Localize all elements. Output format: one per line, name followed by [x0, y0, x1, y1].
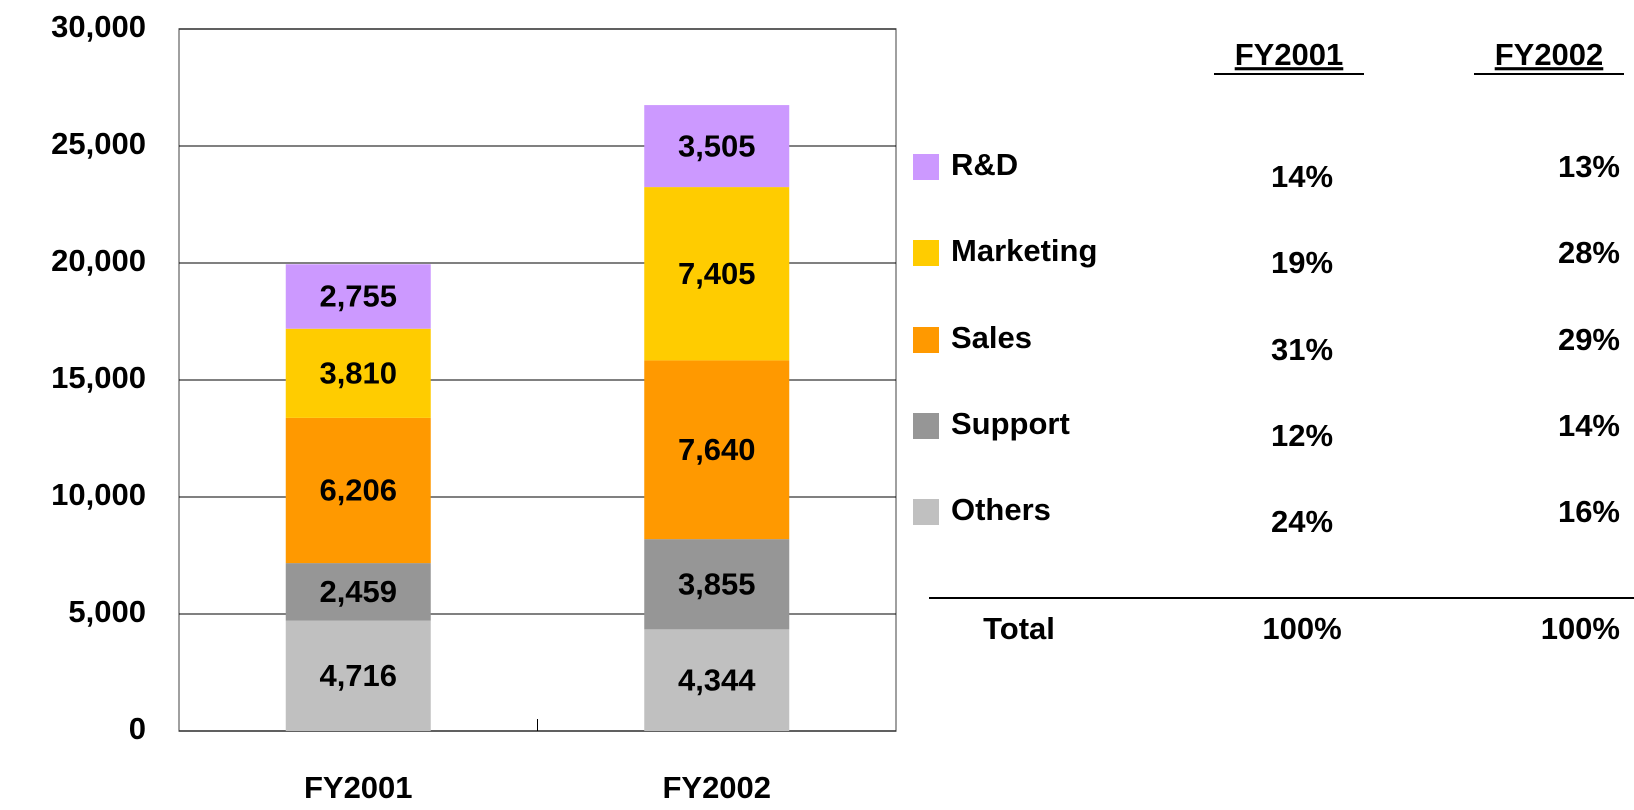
- value-label: 7,405: [678, 256, 756, 291]
- y-tick-label: 30,000: [51, 9, 146, 44]
- share-value: 24%: [1271, 504, 1333, 539]
- value-label: 7,640: [678, 432, 756, 467]
- table-header: FY2001: [1235, 37, 1344, 72]
- table-header: FY2002: [1495, 37, 1604, 72]
- bar-segment: [285, 563, 431, 621]
- bar-segment: [644, 629, 790, 731]
- share-value: 31%: [1271, 332, 1333, 367]
- value-label: 3,855: [678, 566, 756, 601]
- bar-segment: [285, 264, 431, 329]
- y-tick-label: 20,000: [51, 243, 146, 278]
- share-value: 13%: [1558, 149, 1620, 184]
- bar-segment: [644, 105, 790, 188]
- y-tick-label: 15,000: [51, 360, 146, 395]
- value-label: 3,505: [678, 128, 756, 163]
- share-value: 19%: [1271, 245, 1333, 280]
- legend-label: Sales: [951, 320, 1032, 355]
- share-value: 14%: [1558, 408, 1620, 443]
- value-label: 4,716: [319, 658, 397, 693]
- share-value: 29%: [1558, 322, 1620, 357]
- value-label: 2,755: [319, 279, 397, 314]
- bar-segment: [285, 328, 431, 418]
- total-value: 100%: [1262, 611, 1341, 646]
- legend-label: Marketing: [951, 233, 1097, 268]
- value-label: 4,344: [678, 662, 756, 697]
- bar-segment: [285, 417, 431, 564]
- legend-label: Support: [951, 406, 1070, 441]
- y-tick-label: 25,000: [51, 126, 146, 161]
- legend-swatch: [913, 499, 939, 525]
- value-label: 3,810: [319, 355, 397, 390]
- legend-swatch: [913, 240, 939, 266]
- total-value: 100%: [1541, 611, 1620, 646]
- x-tick-label: FY2001: [304, 770, 413, 805]
- legend-label: Others: [951, 492, 1051, 527]
- share-value: 14%: [1271, 159, 1333, 194]
- bar-segment: [644, 360, 790, 540]
- legend-swatch: [913, 327, 939, 353]
- y-tick-label: 10,000: [51, 477, 146, 512]
- legend-label: R&D: [951, 147, 1018, 182]
- x-tick-label: FY2002: [662, 770, 771, 805]
- share-value: 12%: [1271, 418, 1333, 453]
- y-tick-label: 0: [129, 711, 146, 746]
- legend-swatch: [913, 154, 939, 180]
- bar-segment: [644, 539, 790, 630]
- bar-segment: [644, 187, 790, 361]
- total-label: Total: [983, 611, 1055, 646]
- share-value: 28%: [1558, 235, 1620, 270]
- value-label: 6,206: [319, 473, 397, 508]
- legend-swatch: [913, 413, 939, 439]
- share-value: 16%: [1558, 494, 1620, 529]
- y-tick-label: 5,000: [68, 594, 146, 629]
- value-label: 2,459: [319, 574, 397, 609]
- bar-segment: [285, 620, 431, 731]
